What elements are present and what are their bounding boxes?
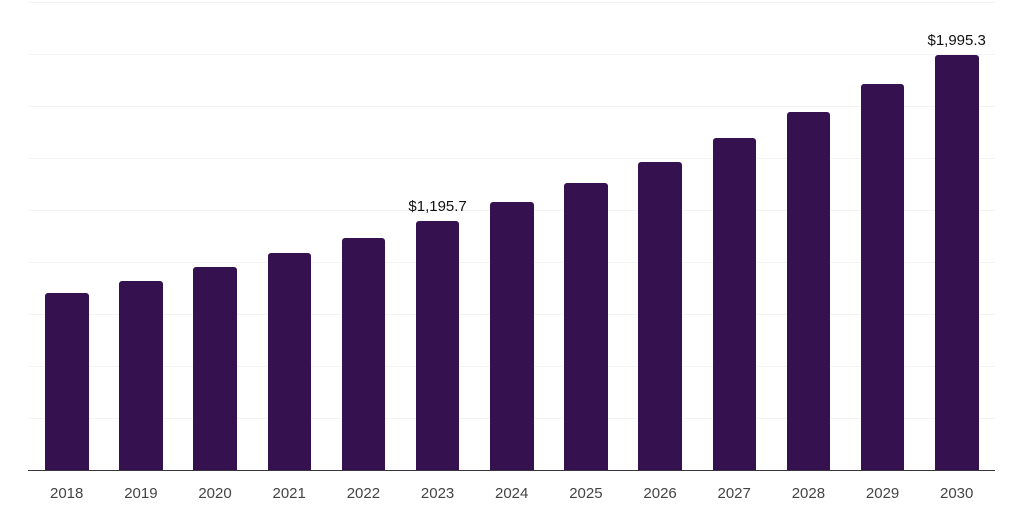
gridline-1750 [28, 106, 995, 107]
x-axis-line [28, 469, 995, 471]
gridline-2000 [28, 54, 995, 55]
gridline-1500 [28, 158, 995, 159]
x-tick-label-2020: 2020 [198, 485, 232, 502]
x-tick-label-2021: 2021 [272, 485, 306, 502]
bar-2025 [564, 182, 608, 470]
bar-2030 [935, 55, 979, 470]
x-tick-label-2019: 2019 [124, 485, 158, 502]
bar-2027 [712, 137, 756, 470]
bar-2018 [45, 293, 89, 470]
bar-2024 [490, 201, 534, 470]
data-label-2023: $1,195.7 [408, 198, 467, 216]
x-tick-label-2022: 2022 [346, 485, 381, 502]
bar-2029 [860, 84, 905, 470]
x-tick-label-2024: 2024 [495, 485, 529, 502]
bar-2019 [119, 280, 163, 470]
x-tick-label-2025: 2025 [569, 485, 603, 502]
bar-2021 [267, 252, 311, 470]
bar-2026 [638, 161, 682, 470]
x-tick-label-2026: 2026 [643, 485, 677, 502]
bar-2022 [341, 238, 386, 470]
bar-2023 [415, 221, 460, 470]
x-tick-label-2029: 2029 [865, 485, 900, 502]
x-tick-label-2028: 2028 [791, 485, 826, 502]
data-label-2030: $1,995.3 [927, 32, 986, 49]
x-tick-label-2027: 2027 [717, 485, 751, 502]
bar-2028 [786, 112, 831, 470]
x-tick-label-2018: 2018 [50, 485, 84, 502]
x-tick-label-2030: 2030 [940, 485, 974, 502]
bar-2020 [193, 267, 237, 470]
gridline-2250 [28, 2, 995, 3]
x-tick-label-2023: 2023 [420, 485, 455, 502]
